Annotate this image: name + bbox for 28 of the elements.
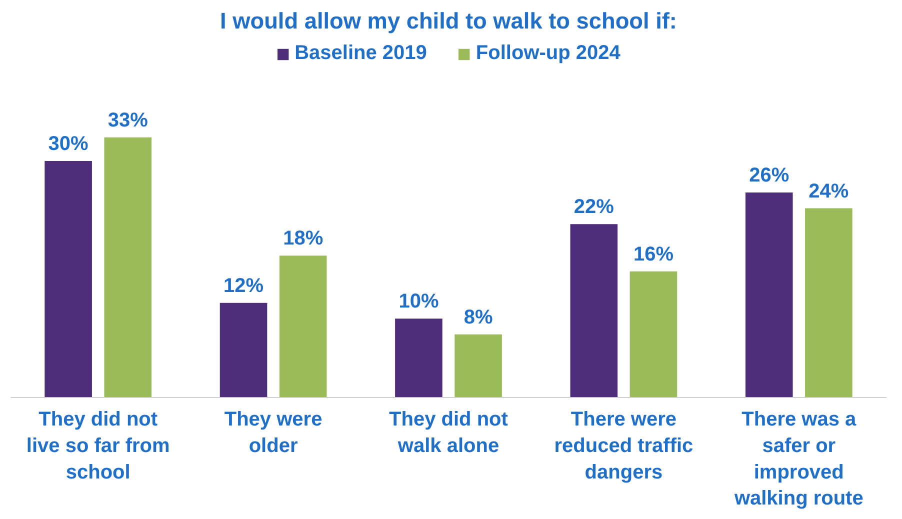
data-label: 10% xyxy=(398,290,439,313)
bar xyxy=(44,161,92,398)
bar xyxy=(570,224,618,398)
legend-label: Baseline 2019 xyxy=(294,42,427,65)
legend-label: Follow-up 2024 xyxy=(476,42,620,65)
bar xyxy=(630,271,678,398)
data-label: 30% xyxy=(48,133,89,156)
bar xyxy=(220,302,268,398)
bar xyxy=(395,318,442,398)
x-tick-label: There were reduced traffic dangers xyxy=(554,408,694,484)
data-label: 22% xyxy=(574,196,614,218)
x-tick-label: They did not live so far from school xyxy=(26,408,170,484)
chart-title: I would allow my child to walk to school if: xyxy=(220,8,677,34)
data-label: 18% xyxy=(283,228,324,250)
bar xyxy=(805,208,852,398)
x-tick-label: There was a safer or improved walking route xyxy=(733,408,864,510)
data-label: 26% xyxy=(749,164,790,187)
data-label: 16% xyxy=(633,243,674,266)
x-tick-label: They were older xyxy=(224,408,322,457)
data-label: 8% xyxy=(464,306,493,328)
data-label: 33% xyxy=(108,109,148,132)
bar xyxy=(279,256,327,398)
bar xyxy=(104,137,152,398)
bar xyxy=(745,192,793,398)
data-label: 24% xyxy=(808,180,849,202)
data-label: 12% xyxy=(224,274,264,297)
x-tick-label: They did not walk alone xyxy=(389,408,508,457)
bar xyxy=(454,334,502,398)
